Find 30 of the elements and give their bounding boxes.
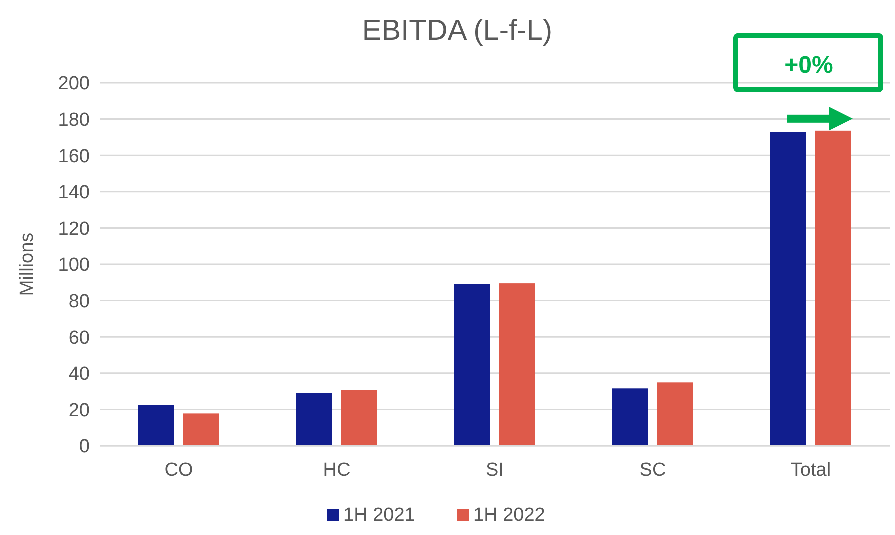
bar [500,284,536,446]
x-tick-label: HC [323,460,351,481]
bar [342,390,378,446]
chart-title: EBITDA (L-f-L) [362,15,553,47]
annotation: +0% [784,52,834,79]
y-tick-label: 40 [68,364,90,386]
bar [658,382,694,446]
bar [612,388,648,446]
y-tick-label: 140 [58,182,90,204]
y-tick-label: 0 [79,436,90,458]
bar [770,132,806,446]
legend-label: 1H 2022 [474,505,546,526]
y-tick-label: 20 [68,400,90,422]
bar [296,393,332,446]
bar [184,414,220,446]
x-tick-label: CO [164,460,194,481]
x-tick-label: SC [640,460,666,481]
y-tick-label: 100 [58,255,90,276]
legend-label: 1H 2021 [344,505,416,526]
x-tick-label: Total [790,460,832,481]
y-tick-label: 120 [58,218,90,240]
y-tick-label: 80 [68,291,90,312]
y-tick-label: 160 [58,146,90,168]
y-tick-label: 200 [58,74,90,95]
bar [454,284,490,446]
bar [138,405,174,446]
y-tick-label: 180 [58,110,90,131]
x-tick-label: SI [486,460,504,481]
y-axis-title: Millions [17,232,38,296]
y-tick-label: 60 [68,328,90,349]
